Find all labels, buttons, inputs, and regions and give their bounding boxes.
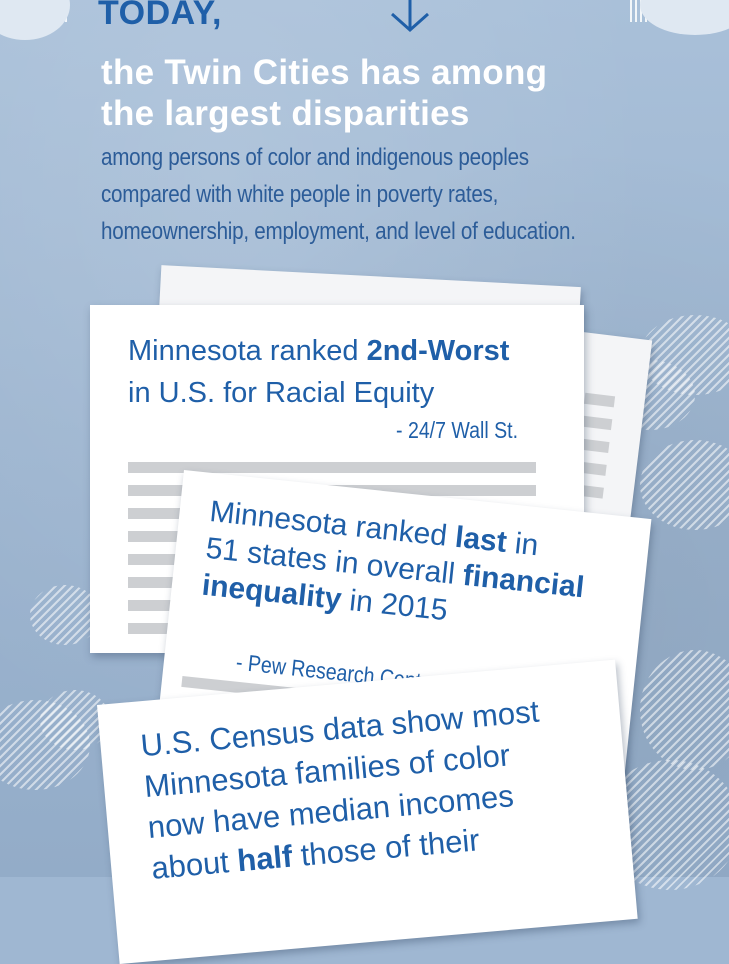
headline: the Twin Cities has among the largest di…: [101, 52, 547, 134]
emphasis-text: financial: [461, 558, 586, 605]
emphasis-text: 2nd-Worst: [366, 335, 510, 367]
today-heading: TODAY,: [98, 0, 222, 32]
emphasis-text: half: [235, 838, 294, 879]
card-headline: in U.S. for Racial Equity: [128, 377, 435, 409]
headline-line: the Twin Cities has among: [101, 53, 548, 92]
card-text: Minnesota ranked: [128, 335, 367, 367]
cloud-decoration: [30, 585, 100, 645]
card-text: about: [149, 843, 239, 886]
subtext-line: among persons of color and indigenous pe…: [101, 144, 529, 171]
cloud-decoration: [640, 650, 729, 770]
card-census: U.S. Census data show most Minnesota fam…: [97, 659, 638, 964]
subtext-line: compared with white people in poverty ra…: [101, 181, 499, 208]
card-headline: U.S. Census data show most Minnesota fam…: [139, 691, 552, 889]
headline-line: the largest disparities: [101, 94, 470, 133]
card-source: - 24/7 Wall St.: [396, 417, 519, 443]
card-text: in: [504, 526, 540, 563]
card-headline: Minnesota ranked 2nd-Worst: [128, 335, 509, 368]
emphasis-text: last: [453, 520, 509, 560]
card-headline: Minnesota ranked last in 51 states in ov…: [200, 493, 590, 643]
cloud-decoration: [640, 440, 729, 530]
subtext-line: homeownership, employment, and level of …: [101, 218, 576, 245]
subtext: among persons of color and indigenous pe…: [101, 139, 583, 250]
arrow-down-icon: [391, 0, 429, 33]
card-text: in 2015: [339, 583, 450, 628]
